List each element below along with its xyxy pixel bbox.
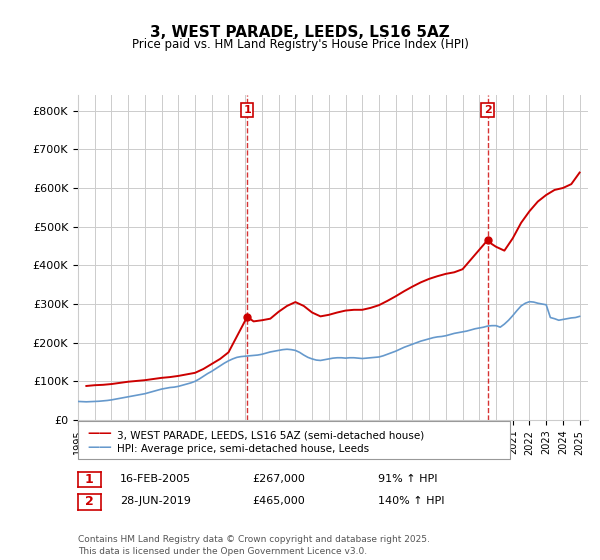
Text: ——: —— <box>87 427 112 441</box>
Text: £465,000: £465,000 <box>252 496 305 506</box>
Text: 2: 2 <box>484 105 491 115</box>
Text: 16-FEB-2005: 16-FEB-2005 <box>120 474 191 484</box>
Text: 91% ↑ HPI: 91% ↑ HPI <box>378 474 437 484</box>
Text: £267,000: £267,000 <box>252 474 305 484</box>
Text: 2: 2 <box>85 495 94 508</box>
Text: ——: —— <box>87 441 112 455</box>
Text: Price paid vs. HM Land Registry's House Price Index (HPI): Price paid vs. HM Land Registry's House … <box>131 38 469 50</box>
Text: ——: —— <box>87 441 112 455</box>
Text: ——: —— <box>87 427 112 441</box>
Text: HPI: Average price, semi-detached house, Leeds: HPI: Average price, semi-detached house,… <box>117 444 369 454</box>
Text: 140% ↑ HPI: 140% ↑ HPI <box>378 496 445 506</box>
Text: 3, WEST PARADE, LEEDS, LS16 5AZ: 3, WEST PARADE, LEEDS, LS16 5AZ <box>150 25 450 40</box>
Text: 3, WEST PARADE, LEEDS, LS16 5AZ (semi-detached house): 3, WEST PARADE, LEEDS, LS16 5AZ (semi-de… <box>117 430 424 440</box>
Text: 28-JUN-2019: 28-JUN-2019 <box>120 496 191 506</box>
Text: 3, WEST PARADE, LEEDS, LS16 5AZ (semi-detached house): 3, WEST PARADE, LEEDS, LS16 5AZ (semi-de… <box>117 430 424 440</box>
Text: 1: 1 <box>244 105 251 115</box>
Text: Contains HM Land Registry data © Crown copyright and database right 2025.
This d: Contains HM Land Registry data © Crown c… <box>78 535 430 556</box>
Text: 1: 1 <box>85 473 94 486</box>
Text: HPI: Average price, semi-detached house, Leeds: HPI: Average price, semi-detached house,… <box>117 444 369 454</box>
